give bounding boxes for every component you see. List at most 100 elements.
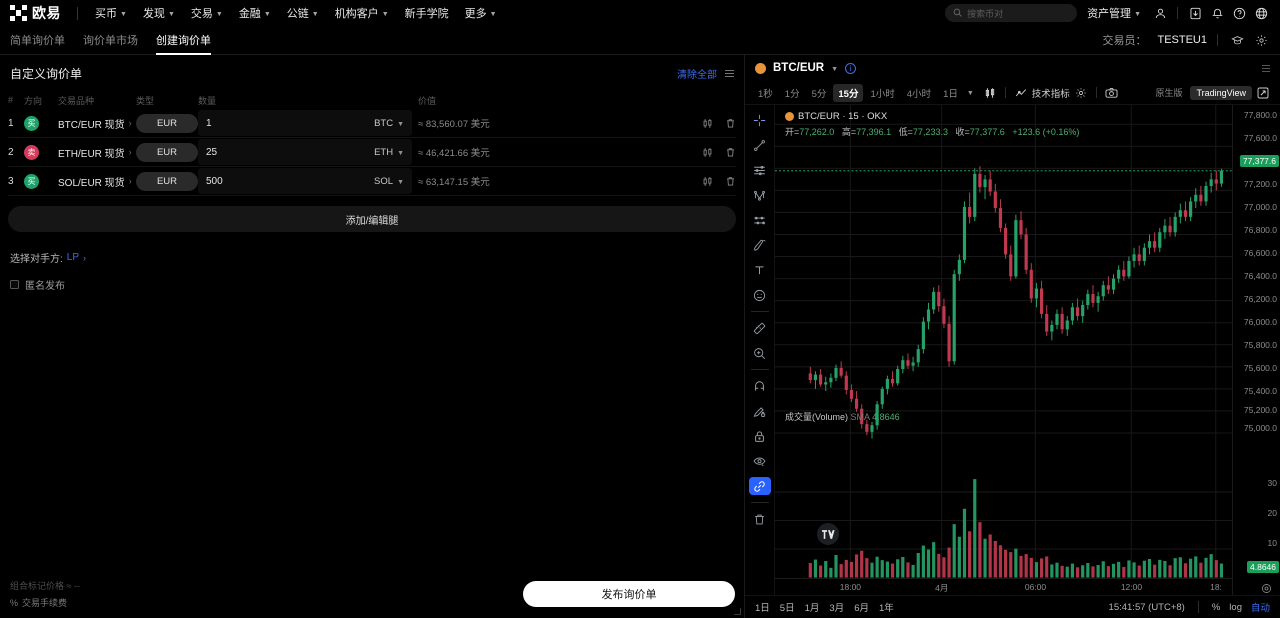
symbol-wrap[interactable]: BTC/EUR 现货 › bbox=[58, 116, 136, 131]
range-3m[interactable]: 3月 bbox=[829, 603, 845, 614]
delete-icon[interactable] bbox=[725, 176, 736, 187]
download-icon[interactable] bbox=[1186, 4, 1204, 22]
timeframe-1m[interactable]: 1分 bbox=[784, 88, 800, 100]
pattern-icon[interactable] bbox=[749, 211, 771, 229]
auto-scale-button[interactable]: 自动 bbox=[1250, 603, 1270, 614]
candlestick-icon[interactable] bbox=[702, 176, 713, 187]
time-axis[interactable]: 18:00 4月 06:00 12:00 18: bbox=[775, 578, 1271, 595]
zoom-in-icon[interactable] bbox=[749, 344, 771, 362]
log-scale-button[interactable]: log bbox=[1229, 601, 1242, 613]
nav-item-buy-crypto[interactable]: 买币 ▼ bbox=[88, 2, 134, 24]
quantity-unit-dropdown[interactable]: ETH ▼ bbox=[374, 147, 404, 158]
user-icon[interactable] bbox=[1151, 4, 1169, 22]
help-icon[interactable] bbox=[1230, 4, 1248, 22]
direction-badge-buy[interactable]: 买 bbox=[24, 115, 39, 131]
counterparty-selector[interactable]: 选择对手方: LP › bbox=[10, 250, 744, 265]
checkbox-icon[interactable] bbox=[10, 280, 19, 289]
row-symbol-selector[interactable]: SOL/EUR 现货 › bbox=[58, 174, 136, 189]
panel-resize-handle[interactable] bbox=[734, 608, 741, 615]
chevron-down-icon[interactable]: ▼ bbox=[966, 90, 974, 97]
timeframe-5m[interactable]: 5分 bbox=[811, 88, 827, 100]
asset-management-menu[interactable]: 资产管理 ▼ bbox=[1081, 5, 1147, 21]
nav-item-academy[interactable]: 新手学院 bbox=[398, 2, 456, 24]
anonymous-publish-checkbox[interactable]: 匿名发布 bbox=[10, 277, 744, 292]
nav-item-more[interactable]: 更多 ▼ bbox=[458, 2, 504, 24]
publish-rfq-button[interactable]: 发布询价单 bbox=[523, 581, 735, 607]
timeframe-4h[interactable]: 4小时 bbox=[906, 88, 932, 100]
type-pill[interactable]: EUR bbox=[136, 142, 198, 162]
magnet-icon[interactable] bbox=[749, 377, 771, 395]
view-native-button[interactable]: 原生版 bbox=[1155, 88, 1183, 98]
direction-badge-sell[interactable]: 卖 bbox=[24, 144, 39, 160]
chevron-down-icon[interactable]: ▼ bbox=[831, 65, 839, 73]
symbol-wrap[interactable]: SOL/EUR 现货 › bbox=[58, 174, 136, 189]
row-symbol-selector[interactable]: ETH/EUR 现货 › bbox=[58, 145, 136, 160]
symbol-wrap[interactable]: ETH/EUR 现货 › bbox=[58, 145, 136, 160]
indicators-label[interactable]: 技术指标 bbox=[1031, 88, 1070, 100]
range-5d[interactable]: 5日 bbox=[779, 603, 795, 614]
indicator-icon[interactable] bbox=[1012, 84, 1030, 102]
bell-icon[interactable] bbox=[1208, 4, 1226, 22]
subtab-create-rfq[interactable]: 创建询价单 bbox=[156, 26, 211, 55]
candlestick-icon[interactable] bbox=[702, 118, 713, 129]
horizontal-lines-icon[interactable] bbox=[749, 161, 771, 179]
timeframe-15m[interactable]: 15分 bbox=[833, 83, 864, 102]
emoji-icon[interactable] bbox=[749, 286, 771, 304]
nav-item-chain[interactable]: 公链 ▼ bbox=[280, 2, 326, 24]
range-1m[interactable]: 1月 bbox=[804, 603, 820, 614]
counterparty-value[interactable]: LP bbox=[66, 252, 80, 263]
subtab-simple-rfq[interactable]: 简单询价单 bbox=[10, 26, 65, 55]
quantity-unit-dropdown[interactable]: SOL ▼ bbox=[374, 176, 404, 187]
ruler-icon[interactable] bbox=[749, 319, 771, 337]
globe-icon[interactable] bbox=[1252, 4, 1270, 22]
quantity-input[interactable]: 25 ETH ▼ bbox=[198, 139, 412, 165]
graduation-cap-icon[interactable] bbox=[1228, 31, 1246, 49]
brush-icon[interactable] bbox=[749, 236, 771, 254]
okx-logo[interactable]: 欧易 bbox=[10, 3, 61, 23]
timeframe-1s[interactable]: 1秒 bbox=[758, 88, 773, 100]
type-pill[interactable]: EUR bbox=[136, 113, 198, 133]
delete-icon[interactable] bbox=[725, 147, 736, 158]
eye-icon[interactable] bbox=[749, 452, 771, 470]
range-1d[interactable]: 1日 bbox=[755, 603, 770, 614]
chart-settings-gear-icon[interactable] bbox=[1072, 84, 1090, 102]
crosshair-icon[interactable] bbox=[749, 111, 771, 129]
pitchfork-icon[interactable] bbox=[749, 186, 771, 204]
gear-icon[interactable] bbox=[1252, 31, 1270, 49]
type-pill[interactable]: EUR bbox=[136, 171, 198, 191]
info-icon[interactable]: i bbox=[845, 62, 857, 74]
chart-menu-icon[interactable] bbox=[1262, 64, 1270, 72]
lock-icon[interactable] bbox=[749, 427, 771, 445]
trash-icon[interactable] bbox=[749, 510, 771, 528]
trend-line-icon[interactable] bbox=[749, 136, 771, 154]
row-direction[interactable]: 卖 bbox=[24, 144, 58, 160]
quantity-input[interactable]: 1 BTC ▼ bbox=[198, 110, 412, 136]
search-input[interactable]: 搜索币对 bbox=[945, 4, 1078, 22]
link-icon[interactable] bbox=[748, 477, 771, 495]
candlestick-type-icon[interactable] bbox=[981, 84, 999, 102]
clear-all-button[interactable]: 清除全部 bbox=[677, 69, 717, 81]
row-direction[interactable]: 买 bbox=[24, 115, 58, 131]
fullscreen-icon[interactable] bbox=[1254, 84, 1272, 102]
percent-scale-button[interactable]: % bbox=[1211, 601, 1221, 613]
candlestick-icon[interactable] bbox=[702, 147, 713, 158]
range-6m[interactable]: 6月 bbox=[854, 603, 869, 614]
chart-canvas[interactable]: BTC/EUR · 15 · OKX 开=77,262.0 高=77,396.1… bbox=[775, 105, 1280, 595]
quantity-unit-dropdown[interactable]: BTC ▼ bbox=[374, 118, 404, 129]
nav-item-institutional[interactable]: 机构客户 ▼ bbox=[328, 2, 396, 24]
subtab-rfq-market[interactable]: 询价单市场 bbox=[83, 26, 138, 55]
pencil-lock-icon[interactable] bbox=[749, 402, 771, 420]
nav-item-finance[interactable]: 金融 ▼ bbox=[232, 2, 278, 24]
nav-item-discover[interactable]: 发现 ▼ bbox=[136, 2, 182, 24]
nav-item-trade[interactable]: 交易 ▼ bbox=[184, 2, 230, 24]
screenshot-camera-icon[interactable] bbox=[1103, 84, 1121, 102]
direction-badge-buy[interactable]: 买 bbox=[24, 173, 39, 189]
timeframe-1h[interactable]: 1小时 bbox=[870, 88, 895, 100]
timeframe-1d[interactable]: 1日 bbox=[943, 88, 958, 100]
row-symbol-selector[interactable]: BTC/EUR 现货 › bbox=[58, 116, 136, 131]
add-edit-leg-button[interactable]: 添加/编辑腿 bbox=[8, 206, 736, 232]
row-direction[interactable]: 买 bbox=[24, 173, 58, 189]
price-axis[interactable]: 77,800.0 77,600.0 77,377.6 77,200.0 77,0… bbox=[1232, 105, 1280, 595]
panel-menu-icon[interactable] bbox=[725, 69, 734, 77]
text-icon[interactable] bbox=[749, 261, 771, 279]
